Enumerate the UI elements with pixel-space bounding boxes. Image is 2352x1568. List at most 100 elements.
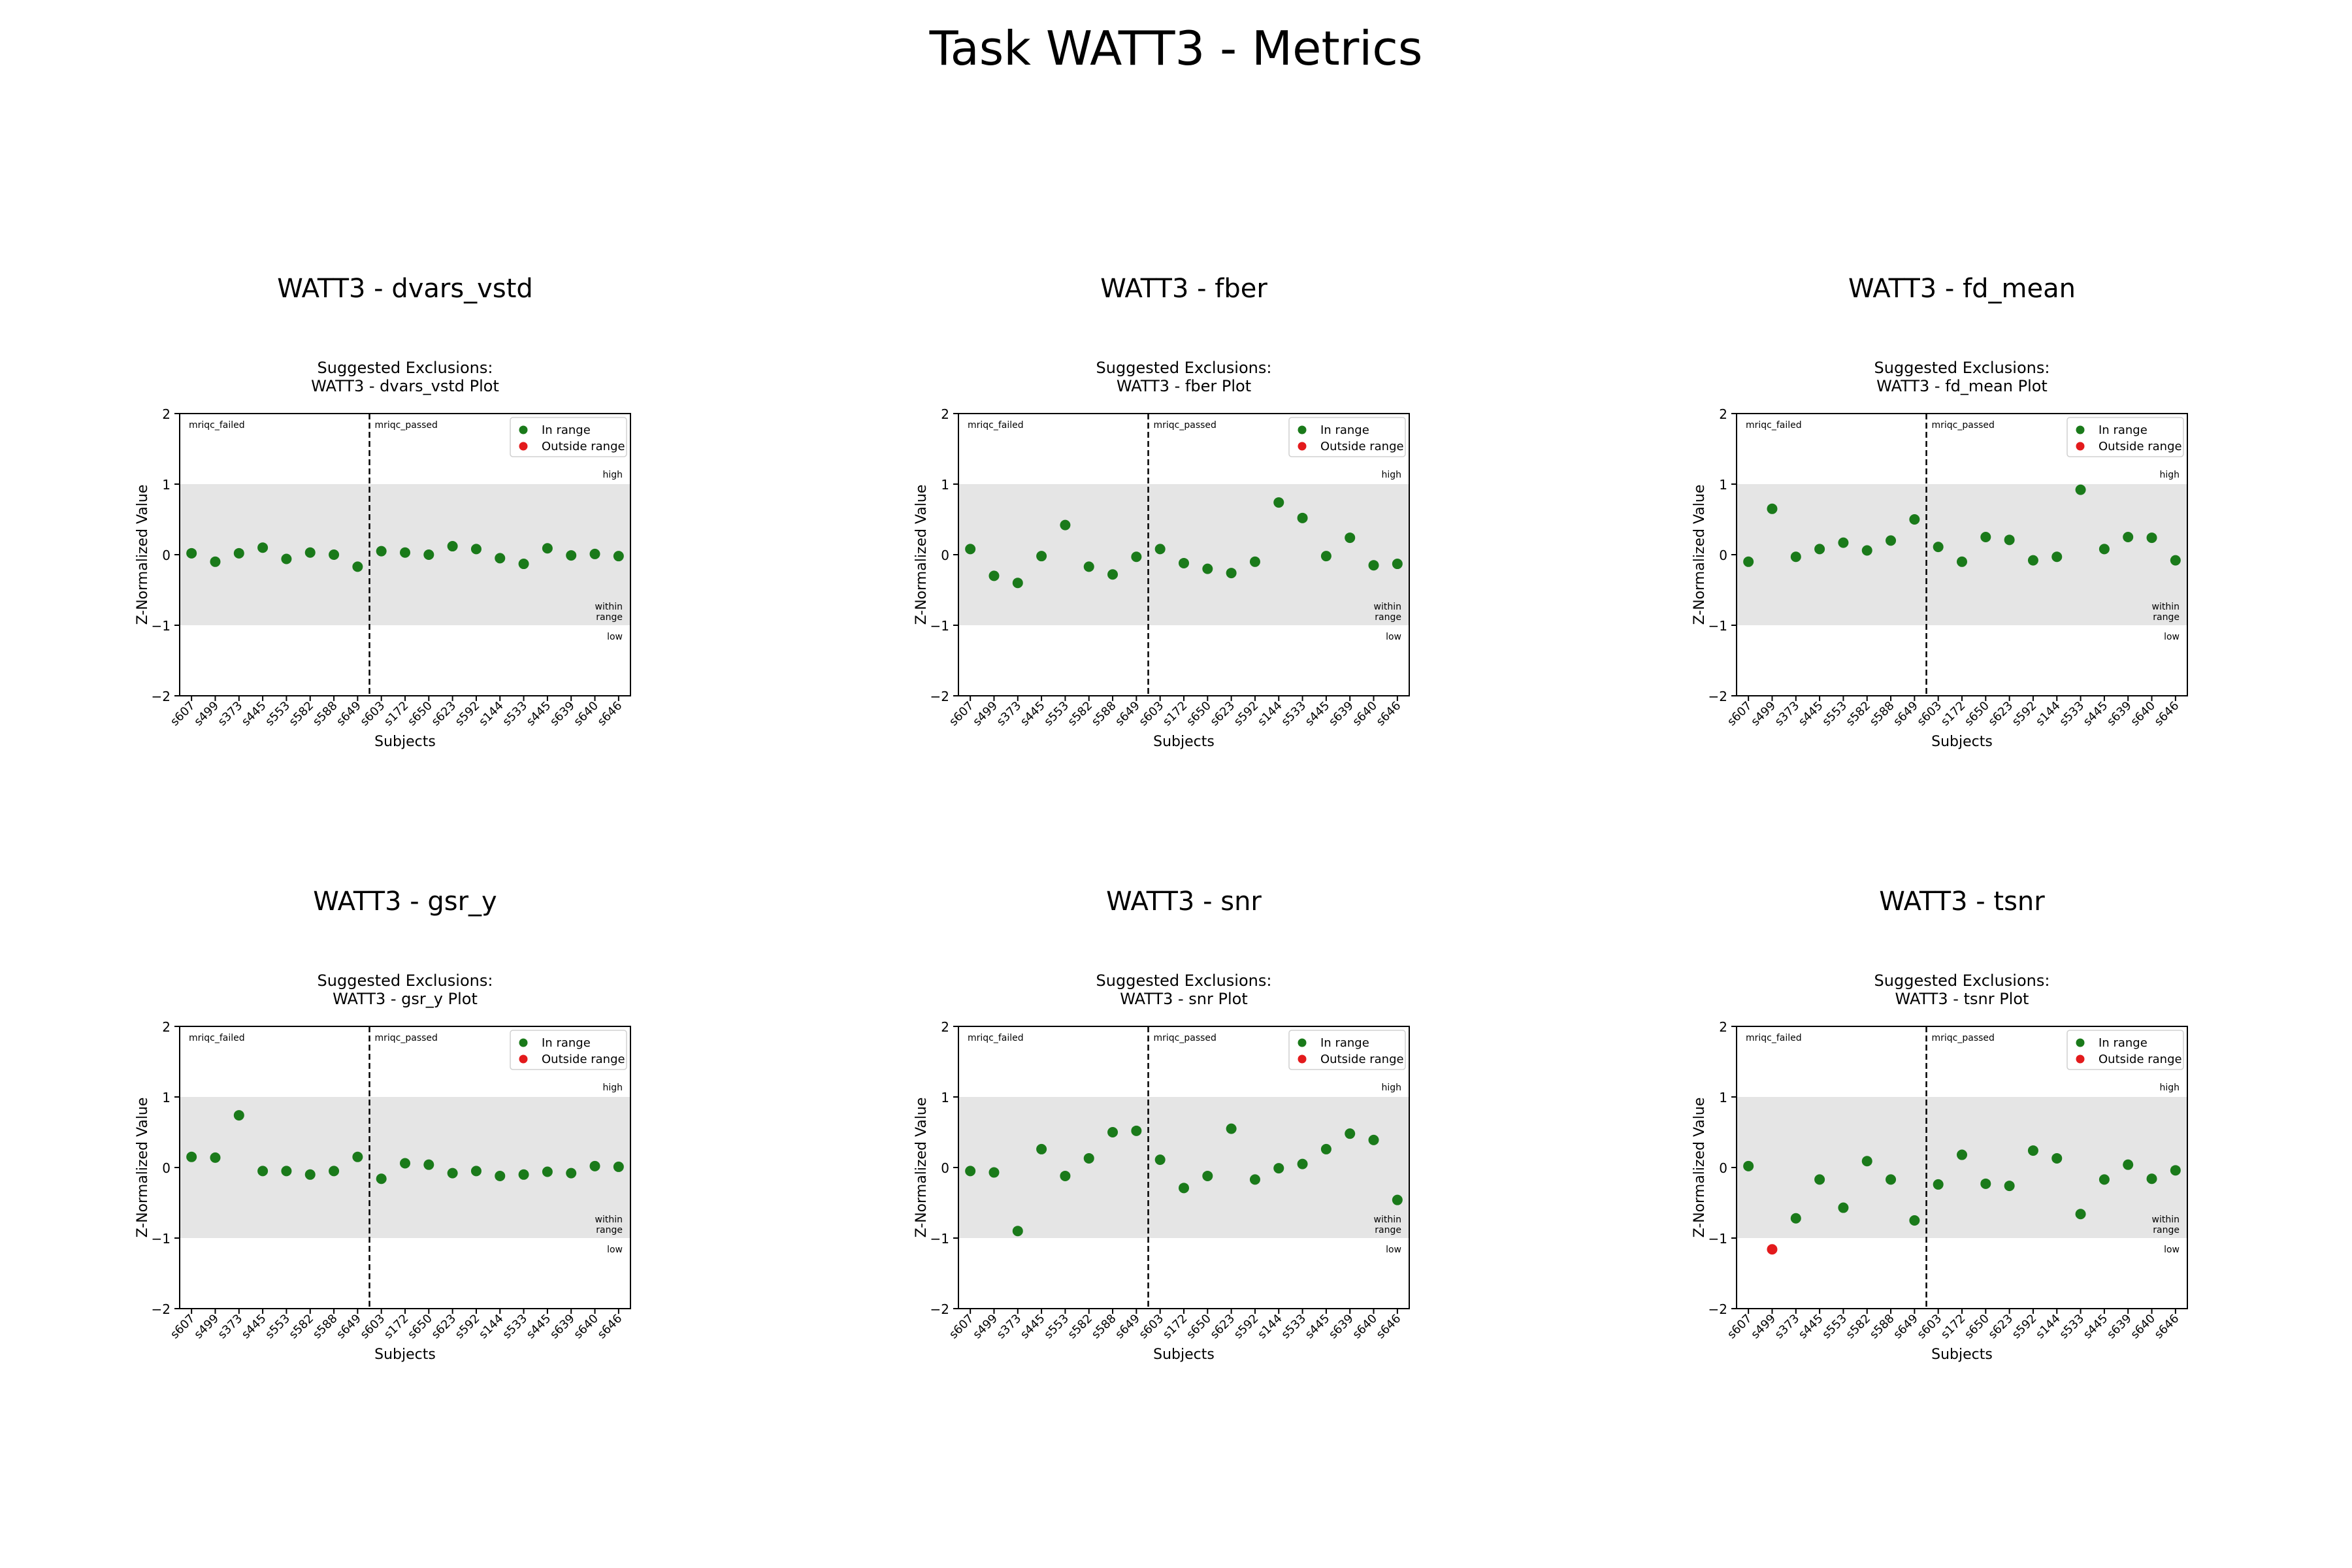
x-tick-label: s646 (1374, 699, 1404, 729)
x-tick-label: s588 (1867, 1312, 1897, 1342)
legend-box (510, 1030, 627, 1070)
y-tick-label: 1 (1719, 477, 1727, 493)
x-tick-label: s582 (286, 1312, 316, 1342)
x-tick-label: s588 (1867, 699, 1897, 729)
data-point (304, 547, 316, 558)
data-point (988, 1167, 1000, 1178)
legend-box (2066, 1030, 2184, 1070)
x-tick-label: s445 (1796, 1312, 1826, 1342)
chart-title: WATT3 - tsnr (1879, 887, 2045, 917)
data-point (1861, 1156, 1872, 1167)
x-tick-label: s588 (1089, 699, 1119, 729)
x-tick-label: s649 (1891, 699, 1921, 729)
legend-label-outside-range: Outside range (1320, 440, 1404, 453)
x-tick-label: s650 (1184, 699, 1214, 729)
data-point (1814, 544, 1825, 555)
chart-panel-1: WATT3 - fber Suggested Exclusions:WATT3 -… (913, 274, 1410, 750)
y-tick-label: 0 (162, 547, 171, 563)
chart-subtitle-line1: Suggested Exclusions: (1874, 359, 2050, 377)
y-tick-label: −1 (930, 1231, 949, 1247)
group-label-failed: mriqc_failed (189, 420, 245, 431)
x-tick-label: s607 (947, 699, 977, 729)
band-label-low: low (2164, 1245, 2180, 1255)
group-label-passed: mriqc_passed (375, 420, 438, 431)
data-point (352, 1151, 363, 1162)
x-tick-label: s445 (1018, 1312, 1048, 1342)
x-tick-label: s172 (382, 699, 412, 729)
band-label-low: low (607, 1245, 623, 1255)
x-tick-label: s603 (1914, 699, 1944, 729)
x-tick-label: s445 (1303, 1312, 1333, 1342)
chart-title: WATT3 - fber (1100, 274, 1267, 304)
x-tick-label: s499 (1748, 1312, 1778, 1342)
data-point (447, 1168, 458, 1179)
chart-subtitle-line1: Suggested Exclusions: (1096, 359, 1272, 377)
band-label-within: within (1374, 1215, 1401, 1225)
data-point (1179, 557, 1189, 568)
group-label-passed: mriqc_passed (375, 1033, 438, 1043)
data-point (613, 551, 624, 562)
group-label-failed: mriqc_failed (968, 420, 1024, 431)
x-tick-label: s650 (405, 699, 435, 729)
data-point (2004, 534, 2015, 546)
legend-label-outside-range: Outside range (2099, 440, 2182, 453)
chart-subtitle-line1: Suggested Exclusions: (318, 359, 493, 377)
data-point (2170, 1165, 2181, 1176)
band-label-range: range (2153, 1225, 2180, 1235)
data-point (1345, 532, 1356, 544)
legend-box (510, 417, 627, 457)
x-tick-label: s445 (1303, 699, 1333, 729)
within-range-band (958, 1097, 1409, 1238)
chart-title: WATT3 - dvars_vstd (277, 274, 533, 304)
x-tick-label: s603 (1914, 1312, 1944, 1342)
data-point (1131, 1125, 1142, 1136)
x-tick-label: s639 (2104, 699, 2134, 729)
x-tick-label: s603 (357, 1312, 387, 1342)
x-tick-label: s650 (1184, 1312, 1214, 1342)
x-tick-label: s144 (1255, 699, 1285, 729)
x-tick-label: s640 (1350, 699, 1380, 729)
x-tick-label: s499 (191, 1312, 221, 1342)
x-tick-label: s592 (2010, 699, 2040, 729)
data-point (1886, 1174, 1897, 1185)
x-tick-label: s499 (970, 1312, 1000, 1342)
x-tick-label: s650 (405, 1312, 435, 1342)
data-point (1743, 1160, 1754, 1171)
data-point (518, 559, 529, 570)
data-point (1933, 1179, 1944, 1190)
legend-label-outside-range: Outside range (2099, 1053, 2182, 1066)
x-tick-label: s646 (2152, 1312, 2182, 1342)
y-tick-label: −2 (1708, 1301, 1727, 1317)
x-tick-label: s445 (524, 699, 554, 729)
x-tick-label: s445 (2081, 699, 2111, 729)
band-label-within: within (595, 1215, 623, 1225)
data-point (1273, 497, 1284, 508)
x-tick-label: s623 (1985, 699, 2016, 729)
legend-marker-outside-range (519, 1054, 528, 1064)
data-point (988, 570, 1000, 581)
x-tick-label: s623 (1985, 1312, 2016, 1342)
legend-label-in-range: In range (1320, 423, 1369, 437)
data-point (1838, 1202, 1849, 1213)
data-point (281, 1166, 292, 1177)
x-tick-label: s607 (1725, 1312, 1755, 1342)
x-tick-label: s603 (357, 699, 387, 729)
data-point (1767, 1244, 1778, 1255)
data-point (423, 1159, 434, 1170)
data-point (589, 1160, 600, 1171)
legend-marker-in-range (2076, 1038, 2085, 1047)
data-point (1226, 568, 1237, 579)
x-tick-label: s533 (500, 1312, 530, 1342)
data-point (2170, 555, 2181, 566)
data-point (470, 544, 482, 555)
legend-marker-in-range (519, 425, 528, 434)
band-label-range: range (596, 1225, 623, 1235)
legend-marker-in-range (2076, 425, 2085, 434)
data-point (1083, 1152, 1094, 1164)
group-label-passed: mriqc_passed (1932, 1033, 1995, 1043)
data-point (1012, 578, 1023, 589)
x-tick-label: s607 (168, 1312, 198, 1342)
data-point (1790, 1213, 1801, 1224)
data-point (1886, 535, 1897, 546)
data-point (1297, 1158, 1308, 1169)
